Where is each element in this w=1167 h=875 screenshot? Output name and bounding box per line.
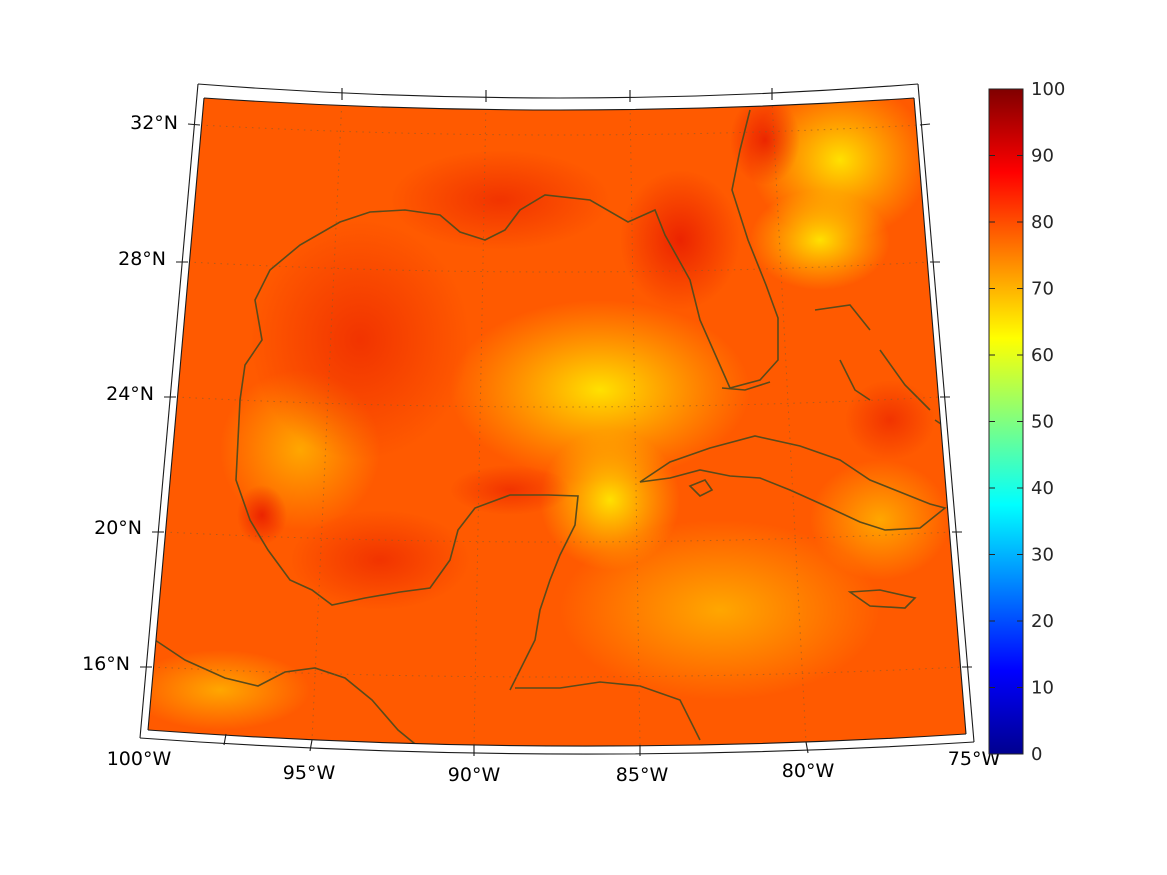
- frame-ticks: [140, 88, 972, 756]
- colorbar-label-90: 90: [1031, 146, 1054, 167]
- lon-label-80w: 80°W: [782, 760, 835, 782]
- colorbar-label-100: 100: [1031, 79, 1065, 100]
- field-red-florida: [620, 170, 740, 310]
- field-red-bahamas: [845, 380, 935, 460]
- lon-label-95w: 95°W: [283, 762, 336, 784]
- lat-label-20n: 20°N: [94, 517, 142, 539]
- field-red-yucatan-north: [450, 465, 570, 515]
- colorbar-label-20: 20: [1031, 611, 1054, 632]
- colorbar-label-80: 80: [1031, 212, 1054, 233]
- field-amber-se: [810, 460, 950, 580]
- map-frame: [139, 83, 975, 755]
- colorbar-label-50: 50: [1031, 412, 1054, 433]
- colorbar-label-10: 10: [1031, 678, 1054, 699]
- colorbar-labels: 0 10 20 30 40 50 60 70 80 90 100: [1031, 79, 1065, 765]
- graticule: [151, 98, 963, 746]
- field-yellow-center: [450, 300, 750, 480]
- colorbar-label-70: 70: [1031, 279, 1054, 300]
- lon-label-100w: 100°W: [107, 748, 172, 770]
- colorbar: 0 10 20 30 40 50 60 70 80 90 100: [988, 79, 1065, 765]
- lon-label-90w: 90°W: [448, 764, 501, 786]
- field-red-gulf-north: [390, 150, 610, 250]
- coastline-jamaica: [847, 589, 917, 609]
- colorbar-label-0: 0: [1031, 744, 1042, 765]
- coastline-cuba: [639, 435, 947, 531]
- coastline-gulf-us-mexico: [235, 109, 779, 691]
- colorbar-label-60: 60: [1031, 345, 1054, 366]
- lat-label-24n: 24°N: [106, 383, 154, 405]
- latitude-labels: 16°N 20°N 24°N 28°N 32°N: [82, 112, 178, 675]
- coastline-florida-keys: [721, 381, 771, 391]
- colorbar-ticks: [989, 88, 1023, 755]
- field-amber-caribbean: [560, 520, 880, 700]
- longitude-labels: 100°W 95°W 90°W 85°W 80°W 75°W: [107, 748, 1001, 786]
- coastline-bahamas: [814, 304, 931, 411]
- coastline-honduras: [515, 681, 701, 741]
- lat-label-28n: 28°N: [118, 248, 166, 270]
- colorbar-label-30: 30: [1031, 545, 1054, 566]
- map-field: [148, 98, 966, 747]
- field-red-carolina: [730, 98, 800, 185]
- lon-label-75w: 75°W: [948, 748, 1001, 770]
- coastline-isle-of-youth: [688, 479, 714, 497]
- lat-label-32n: 32°N: [130, 112, 178, 134]
- colorbar-label-40: 40: [1031, 478, 1054, 499]
- field-red-mexico-coast: [237, 485, 287, 545]
- lon-label-85w: 85°W: [616, 764, 669, 786]
- field-yellow-east: [750, 190, 890, 290]
- field-amber-sw: [148, 650, 310, 730]
- field-red-campeche: [290, 510, 470, 610]
- lat-label-16n: 16°N: [82, 653, 130, 675]
- field-red-gulf-west: [250, 220, 470, 460]
